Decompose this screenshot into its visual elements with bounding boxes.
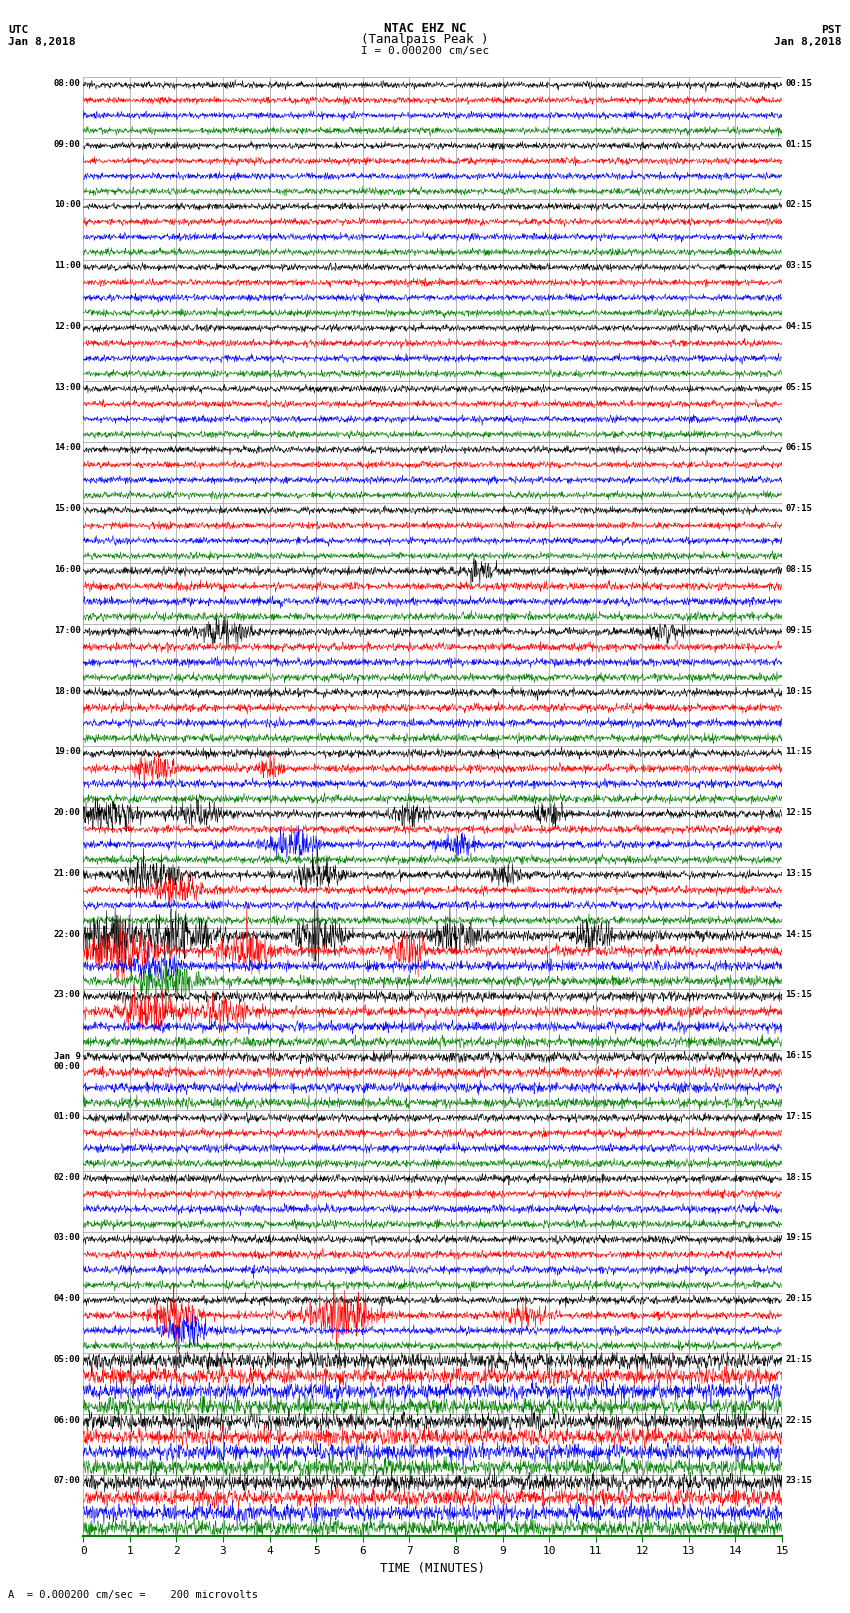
Text: Jan 9: Jan 9 xyxy=(54,1052,81,1061)
Text: 13:00: 13:00 xyxy=(54,382,81,392)
Text: 07:00: 07:00 xyxy=(54,1476,81,1486)
Text: 09:15: 09:15 xyxy=(785,626,813,636)
Text: 02:15: 02:15 xyxy=(785,200,813,210)
Text: 16:00: 16:00 xyxy=(54,565,81,574)
Text: 10:15: 10:15 xyxy=(785,687,813,695)
Text: 01:00: 01:00 xyxy=(54,1111,81,1121)
Text: 22:15: 22:15 xyxy=(785,1416,813,1424)
Text: I = 0.000200 cm/sec: I = 0.000200 cm/sec xyxy=(361,47,489,56)
Text: 13:15: 13:15 xyxy=(785,869,813,877)
Text: 04:15: 04:15 xyxy=(785,323,813,331)
Text: 04:00: 04:00 xyxy=(54,1294,81,1303)
Text: 23:00: 23:00 xyxy=(54,990,81,1000)
Text: 15:15: 15:15 xyxy=(785,990,813,1000)
Text: 08:00: 08:00 xyxy=(54,79,81,89)
Text: 02:00: 02:00 xyxy=(54,1173,81,1182)
Text: PST: PST xyxy=(821,24,842,35)
Text: UTC: UTC xyxy=(8,24,29,35)
Text: 20:15: 20:15 xyxy=(785,1294,813,1303)
Text: 22:00: 22:00 xyxy=(54,929,81,939)
Text: 11:15: 11:15 xyxy=(785,747,813,756)
Text: NTAC EHZ NC: NTAC EHZ NC xyxy=(383,21,467,35)
Text: 19:15: 19:15 xyxy=(785,1234,813,1242)
Text: Jan 8,2018: Jan 8,2018 xyxy=(774,37,842,47)
Text: 12:00: 12:00 xyxy=(54,323,81,331)
Text: 01:15: 01:15 xyxy=(785,140,813,148)
Text: 15:00: 15:00 xyxy=(54,505,81,513)
Text: 16:15: 16:15 xyxy=(785,1052,813,1060)
Text: 06:15: 06:15 xyxy=(785,444,813,453)
Text: 21:00: 21:00 xyxy=(54,869,81,877)
Text: 05:00: 05:00 xyxy=(54,1355,81,1365)
Text: 11:00: 11:00 xyxy=(54,261,81,271)
Text: 05:15: 05:15 xyxy=(785,382,813,392)
Text: 00:00: 00:00 xyxy=(54,1063,81,1071)
Text: 10:00: 10:00 xyxy=(54,200,81,210)
Text: 14:15: 14:15 xyxy=(785,929,813,939)
Text: 14:00: 14:00 xyxy=(54,444,81,453)
Text: 06:00: 06:00 xyxy=(54,1416,81,1424)
Text: 03:15: 03:15 xyxy=(785,261,813,271)
Text: 08:15: 08:15 xyxy=(785,565,813,574)
Text: 00:15: 00:15 xyxy=(785,79,813,89)
Text: 23:15: 23:15 xyxy=(785,1476,813,1486)
X-axis label: TIME (MINUTES): TIME (MINUTES) xyxy=(380,1561,485,1574)
Text: Jan 8,2018: Jan 8,2018 xyxy=(8,37,76,47)
Text: 20:00: 20:00 xyxy=(54,808,81,818)
Text: A  = 0.000200 cm/sec =    200 microvolts: A = 0.000200 cm/sec = 200 microvolts xyxy=(8,1590,258,1600)
Text: 09:00: 09:00 xyxy=(54,140,81,148)
Text: 17:15: 17:15 xyxy=(785,1111,813,1121)
Text: 17:00: 17:00 xyxy=(54,626,81,636)
Text: 18:15: 18:15 xyxy=(785,1173,813,1182)
Text: 19:00: 19:00 xyxy=(54,747,81,756)
Text: 12:15: 12:15 xyxy=(785,808,813,818)
Text: 21:15: 21:15 xyxy=(785,1355,813,1365)
Text: 18:00: 18:00 xyxy=(54,687,81,695)
Text: 07:15: 07:15 xyxy=(785,505,813,513)
Text: (Tanalpais Peak ): (Tanalpais Peak ) xyxy=(361,32,489,45)
Text: 03:00: 03:00 xyxy=(54,1234,81,1242)
